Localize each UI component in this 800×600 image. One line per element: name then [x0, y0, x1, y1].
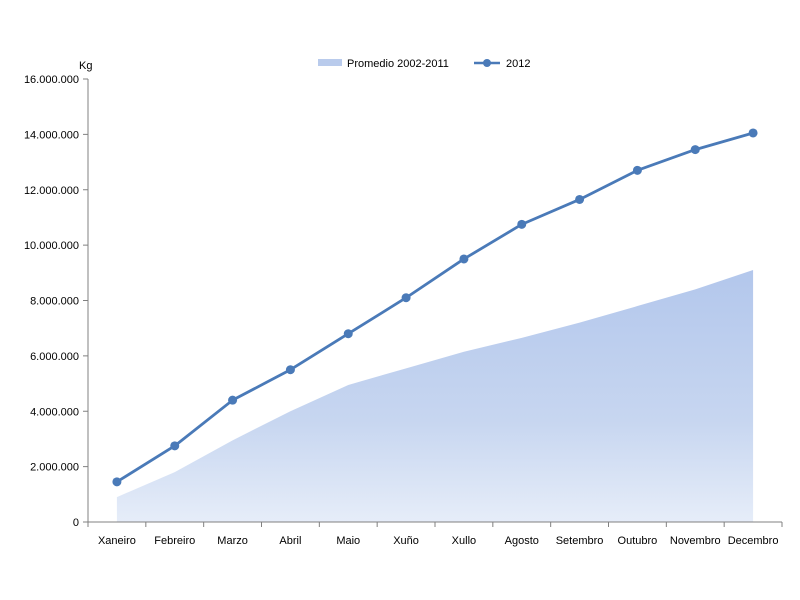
y-tick-label: 14.000.000 — [24, 129, 79, 141]
x-tick-label: Agosto — [505, 535, 539, 547]
legend-swatch-promedio — [318, 59, 342, 66]
data-point-2012 — [575, 194, 585, 204]
data-point-2012 — [690, 145, 700, 155]
y-tick-label: 0 — [73, 517, 79, 529]
x-tick-label: Xuño — [393, 535, 419, 547]
x-tick-label: Xullo — [452, 535, 476, 547]
data-point-2012 — [170, 441, 180, 451]
legend-label-promedio: Promedio 2002-2011 — [347, 58, 449, 70]
x-tick-label: Febreiro — [154, 535, 195, 547]
y-tick-label: 16.000.000 — [24, 74, 79, 86]
data-point-2012 — [517, 219, 527, 229]
legend-label-2012: 2012 — [506, 58, 530, 70]
data-point-2012 — [459, 254, 469, 264]
series-line-2012 — [116, 131, 754, 484]
x-tick-label: Marzo — [217, 535, 248, 547]
y-axis-title: Kg — [79, 60, 92, 72]
y-tick-label: 6.000.000 — [30, 351, 79, 363]
data-point-2012 — [228, 395, 238, 405]
x-tick-label: Setembro — [556, 535, 604, 547]
y-tick-label: 12.000.000 — [24, 185, 79, 197]
y-tick-label: 2.000.000 — [30, 462, 79, 474]
area-series-promedio — [116, 270, 754, 522]
data-point-2012 — [401, 293, 411, 303]
y-tick-label: 10.000.000 — [24, 240, 79, 252]
y-axis-ticks: 0 2.000.000 4.000.000 6.000.000 8.000.000 10.… — [24, 74, 88, 529]
data-point-2012 — [632, 165, 642, 175]
x-tick-label: Outubro — [618, 535, 658, 547]
x-tick-label: Decembro — [728, 535, 779, 547]
line-series-2012 — [112, 128, 758, 487]
y-tick-label: 4.000.000 — [30, 406, 79, 418]
y-tick-label: 8.000.000 — [30, 296, 79, 308]
data-point-2012 — [112, 477, 122, 487]
legend-swatch-2012-marker — [483, 59, 491, 67]
area-fill-promedio — [116, 270, 754, 522]
data-point-2012 — [285, 365, 295, 375]
data-point-2012 — [748, 128, 758, 138]
x-tick-label: Xaneiro — [98, 535, 136, 547]
x-tick-label: Abril — [279, 535, 301, 547]
legend: Promedio 2002-2011 2012 — [318, 58, 530, 70]
x-tick-label: Maio — [336, 535, 360, 547]
data-point-2012 — [343, 329, 353, 339]
x-tick-label: Novembro — [670, 535, 721, 547]
x-axis-ticks: Xaneiro Febreiro Marzo Abril Maio Xuño Xullo Ag… — [87, 522, 783, 547]
